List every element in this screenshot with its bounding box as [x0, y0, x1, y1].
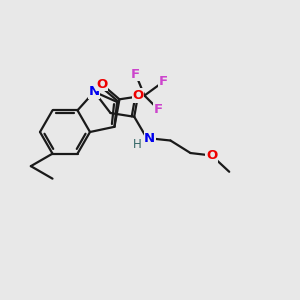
- Text: F: F: [154, 103, 163, 116]
- Text: O: O: [132, 89, 144, 102]
- Text: O: O: [206, 149, 218, 162]
- Text: F: F: [159, 75, 168, 88]
- Text: N: N: [144, 131, 155, 145]
- Text: O: O: [96, 78, 108, 91]
- Text: F: F: [131, 68, 140, 81]
- Text: H: H: [134, 137, 142, 151]
- Text: N: N: [89, 85, 100, 98]
